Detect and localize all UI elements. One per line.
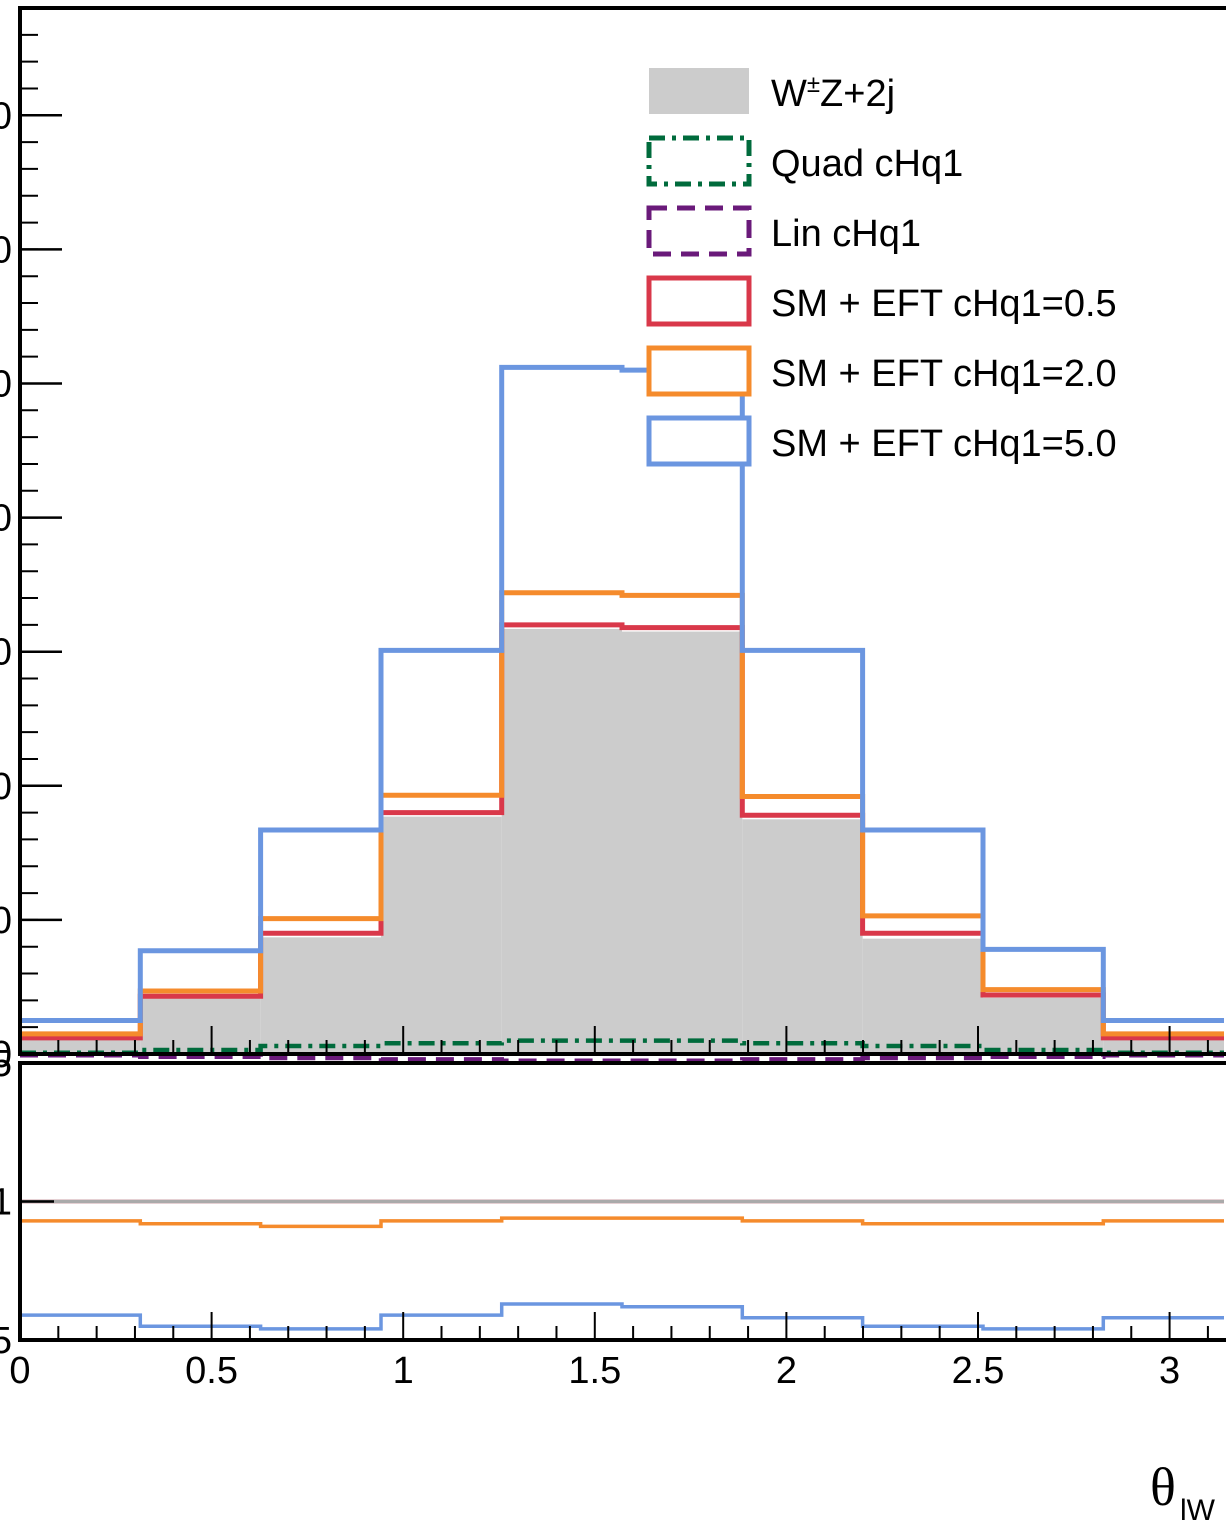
legend-swatch [649, 68, 749, 114]
x-tick-label-0: 0 [9, 1350, 30, 1392]
main-plot-frame [18, 6, 1226, 1056]
legend-label: SM + EFT cHq1=5.0 [771, 423, 1117, 465]
legend-swatch [646, 205, 752, 257]
main-y-tick-label-0: 0 [0, 1034, 12, 1076]
bar-w-z-2j-9 [1103, 1037, 1224, 1054]
ratio-histograms [18, 1199, 1224, 1336]
bar-w-z-2j-0 [20, 1037, 141, 1054]
bar-w-z-2j-1 [140, 997, 261, 1054]
legend-entry-quad-chq1: Quad cHq1 [646, 135, 963, 187]
bar-w-z-2j-2 [260, 937, 381, 1054]
x-tick-label-5: 2.5 [952, 1350, 1005, 1392]
main-y-tick-label-1: 0 [0, 900, 12, 942]
main-x-ticks [19, 1026, 1209, 1054]
ratio-line-w-z-2j [18, 1199, 1224, 1336]
x-axis-title-subscript: lW [1180, 1494, 1216, 1527]
ratio-line-sm-eft-chq1-2-0 [18, 1216, 1224, 1336]
bar-w-z-2j-7 [862, 938, 983, 1054]
bar-w-z-2j-4 [501, 628, 622, 1054]
legend-entry-sm-eft-chq1-5-0: SM + EFT cHq1=5.0 [646, 415, 1117, 467]
series-line-quad-chq1 [20, 1038, 1224, 1055]
bar-w-z-2j-3 [380, 816, 502, 1054]
ratio-y-tick-label-2: 5 [0, 1320, 12, 1362]
legend-label: W±Z+2j [771, 71, 895, 115]
ratio-y-tick-label-1: 1 [0, 1182, 12, 1224]
ratio-y-axis: 5 1 5 [0, 1043, 54, 1362]
x-tick-label-6: 3 [1159, 1350, 1180, 1392]
main-y-axis: 0 0 0 0 0 0 0 0 [0, 33, 62, 1076]
main-frame [18, 6, 1226, 1056]
legend-entry-lin-chq1: Lin cHq1 [646, 205, 921, 257]
x-tick-label-4: 2 [776, 1350, 797, 1392]
x-tick-label-1: 0.5 [185, 1350, 238, 1392]
legend-label: SM + EFT cHq1=2.0 [771, 353, 1117, 395]
series-line-lin-chq1 [20, 1053, 1224, 1063]
x-axis-title-symbol: θ [1150, 1457, 1176, 1517]
x-axis-title: θ lW [1150, 1457, 1216, 1527]
ratio-panel: 5 1 5 0 0.5 1 1.5 2 2.5 3 [0, 1043, 1226, 1392]
main-y-tick-label-4: 0 [0, 498, 12, 540]
legend-entry-sm-eft-chq1-2-0: SM + EFT cHq1=2.0 [646, 345, 1117, 397]
x-axis: 0 0.5 1 1.5 2 2.5 3 [9, 1312, 1209, 1392]
series-line-sm-eft-chq1-5-0 [20, 364, 1224, 1023]
bar-w-z-2j-8 [982, 997, 1104, 1054]
main-y-tick-label-2: 0 [0, 766, 12, 808]
ratio-y-tick-label-0: 5 [0, 1043, 12, 1085]
series-line-sm-eft-chq1-2-0 [20, 590, 1224, 1037]
legend: W±Z+2j Quad cHq1 Lin cHq1 SM + EFT cHq1=0.5… [646, 68, 1117, 467]
main-panel: 0 0 0 0 0 0 0 0 [0, 6, 1226, 1076]
x-tick-label-2: 1 [393, 1350, 414, 1392]
legend-swatch [646, 345, 752, 397]
legend-entry-w-z-2j: W±Z+2j [649, 68, 895, 115]
legend-swatch [646, 275, 752, 327]
main-y-tick-label-3: 0 [0, 632, 12, 674]
bar-w-z-2j-6 [742, 819, 863, 1054]
main-y-tick-label-6: 0 [0, 229, 12, 271]
legend-label: Quad cHq1 [771, 143, 963, 185]
legend-label: SM + EFT cHq1=0.5 [771, 283, 1117, 325]
bar-w-z-2j-5 [622, 631, 743, 1054]
legend-swatch [646, 415, 752, 467]
legend-entry-sm-eft-chq1-0-5: SM + EFT cHq1=0.5 [646, 275, 1117, 327]
legend-swatch [646, 135, 752, 187]
main-y-tick-label-5: 0 [0, 363, 12, 405]
legend-label: Lin cHq1 [771, 213, 921, 255]
main-y-tick-label-7: 0 [0, 95, 12, 137]
ratio-line-sm-eft-chq1-5-0 [18, 1302, 1224, 1336]
main-histograms [20, 364, 1224, 1063]
x-tick-label-3: 1.5 [568, 1350, 621, 1392]
